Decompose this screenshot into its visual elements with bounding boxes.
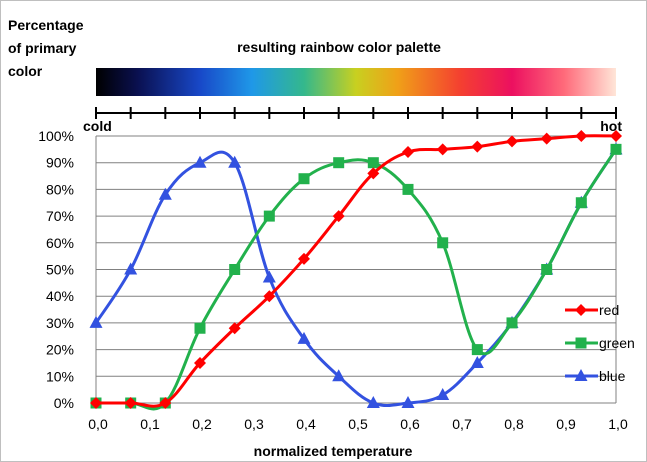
legend-marker-red — [575, 304, 587, 316]
x-tick-labels: 0,0 0,1 0,2 0,3 0,4 0,5 0,6 0,7 0,8 0,9 1,0 — [88, 416, 628, 432]
data-point-red — [124, 397, 137, 409]
data-point-blue — [470, 355, 484, 368]
data-point-blue — [332, 369, 346, 382]
legend-marker-blue — [574, 369, 588, 381]
data-point-red — [194, 356, 206, 369]
data-point-blue — [297, 331, 311, 344]
y-tick-label: 10% — [46, 368, 74, 384]
data-point-red — [610, 130, 622, 142]
data-point-red — [332, 210, 345, 223]
rainbow-palette-bar — [96, 68, 616, 96]
legend-item-blue: blue — [565, 368, 626, 384]
series-red — [90, 130, 622, 409]
x-tick-label: 0,1 — [140, 416, 160, 432]
series-line-green — [96, 148, 618, 411]
series-layer — [89, 130, 623, 411]
cold-label: cold — [83, 118, 112, 134]
y-tick-label: 50% — [46, 262, 74, 278]
series-line-red — [96, 134, 617, 408]
data-point-green — [575, 197, 587, 209]
data-point-blue — [262, 270, 276, 283]
legend-item-red: red — [565, 302, 619, 318]
x-tick-label: 0,5 — [348, 416, 368, 432]
x-tick-label: 0,2 — [192, 416, 212, 432]
x-tick-label: 0,0 — [88, 416, 108, 432]
y-tick-label: 40% — [46, 288, 74, 304]
data-point-red — [228, 322, 241, 335]
data-point-green — [367, 157, 379, 169]
legend-marker-green — [575, 337, 587, 349]
data-point-green — [298, 173, 310, 185]
x-tick-label: 0,3 — [244, 416, 264, 432]
data-point-red — [436, 143, 449, 156]
data-point-green — [333, 157, 345, 169]
legend-item-green: green — [565, 335, 635, 351]
data-point-blue — [158, 187, 172, 200]
data-point-red — [298, 252, 310, 265]
y-tick-label: 30% — [46, 315, 74, 331]
y-tick-label: 60% — [46, 235, 74, 251]
legend: red green blue — [565, 302, 635, 384]
y-axis-title-line-2: of primary — [8, 40, 77, 56]
y-axis-title-line-3: color — [8, 63, 43, 79]
legend-label-red: red — [599, 302, 619, 318]
data-point-green — [194, 322, 206, 334]
chart-title: resulting rainbow color palette — [237, 39, 441, 55]
y-tick-label: 80% — [46, 181, 74, 197]
y-tick-label: 0% — [54, 395, 74, 411]
y-axis-title-line-1: Percentage — [8, 17, 84, 33]
data-point-blue — [228, 155, 242, 168]
data-point-red — [575, 130, 588, 142]
y-tick-labels: 0% 10% 20% 30% 40% 50% 60% 70% 80% 90% 100% — [38, 128, 74, 411]
data-point-blue — [401, 396, 415, 408]
data-point-green — [610, 143, 622, 155]
data-point-green — [471, 344, 483, 356]
y-tick-label: 90% — [46, 155, 74, 171]
data-point-red — [367, 167, 380, 180]
data-point-red — [402, 146, 414, 159]
hot-label: hot — [600, 118, 622, 134]
palette-scale-ticks — [95, 107, 617, 119]
data-point-blue — [193, 155, 207, 168]
data-point-green — [437, 237, 449, 249]
x-axis-title: normalized temperature — [254, 443, 413, 459]
data-point-blue — [366, 396, 380, 408]
x-tick-label: 0,4 — [296, 416, 316, 432]
data-point-blue — [124, 262, 138, 275]
data-point-green — [506, 317, 518, 329]
data-point-red — [540, 132, 553, 145]
data-point-green — [229, 264, 241, 275]
x-tick-label: 0,6 — [400, 416, 420, 432]
legend-label-green: green — [599, 335, 635, 351]
x-tick-label: 0,8 — [504, 416, 524, 432]
data-point-red — [159, 397, 172, 409]
y-tick-label: 100% — [38, 128, 74, 144]
data-point-blue — [89, 315, 103, 328]
y-tick-label: 70% — [46, 208, 74, 224]
data-point-red — [263, 290, 276, 303]
data-point-green — [263, 210, 275, 222]
data-point-red — [90, 397, 102, 409]
data-point-green — [541, 264, 553, 275]
x-tick-label: 1,0 — [608, 416, 628, 432]
x-tick-label: 0,9 — [556, 416, 576, 432]
y-tick-label: 20% — [46, 342, 74, 358]
legend-label-blue: blue — [599, 368, 626, 384]
data-point-green — [402, 183, 414, 195]
data-point-red — [506, 135, 518, 148]
x-tick-label: 0,7 — [452, 416, 472, 432]
data-point-blue — [436, 387, 450, 400]
data-point-red — [471, 140, 484, 153]
